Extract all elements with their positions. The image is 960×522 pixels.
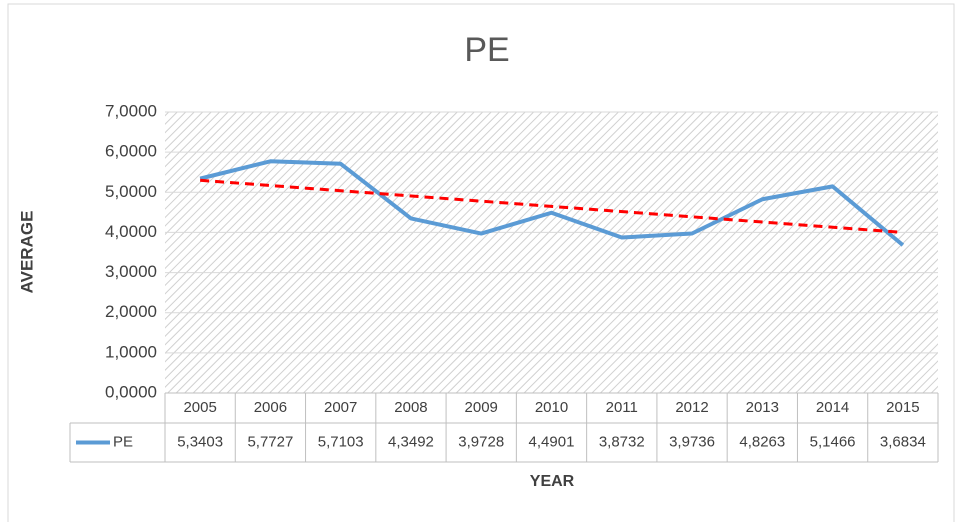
y-tick-label: 4,0000 [105, 222, 157, 241]
x-tick-label: 2006 [254, 399, 287, 416]
legend-label: PE [113, 433, 133, 450]
data-table-value: 4,4901 [529, 433, 575, 450]
data-table-value: 4,8263 [739, 433, 785, 450]
y-tick-label: 7,0000 [105, 101, 157, 120]
data-table-value: 5,7103 [318, 433, 364, 450]
y-tick-label: 1,0000 [105, 342, 157, 361]
data-table-value: 3,8732 [599, 433, 645, 450]
data-table-value: 3,9728 [458, 433, 504, 450]
x-tick-label: 2012 [675, 399, 708, 416]
x-axis-label: YEAR [530, 473, 575, 490]
plot-area [165, 112, 938, 393]
x-tick-label: 2009 [465, 399, 498, 416]
x-tick-label: 2013 [746, 399, 779, 416]
x-tick-label: 2005 [183, 399, 216, 416]
data-table-value: 5,7727 [247, 433, 293, 450]
x-tick-label: 2011 [606, 399, 638, 416]
data-table-value: 5,1466 [810, 433, 856, 450]
y-tick-label: 2,0000 [105, 302, 157, 321]
data-table-value: 4,3492 [388, 433, 434, 450]
x-tick-label: 2014 [816, 399, 849, 416]
y-tick-label: 0,0000 [105, 382, 157, 401]
y-axis-label: AVERAGE [17, 211, 36, 294]
chart-title: PE [464, 31, 509, 69]
y-tick-label: 3,0000 [105, 262, 157, 281]
trend-line [200, 178, 903, 234]
data-table-value: 5,3403 [177, 433, 223, 450]
y-tick-label: 5,0000 [105, 182, 157, 201]
x-tick-label: 2008 [394, 399, 427, 416]
data-table-value: 3,6834 [880, 433, 926, 450]
x-tick-label: 2010 [535, 399, 568, 416]
y-tick-label: 6,0000 [105, 142, 157, 161]
x-tick-label: 2007 [324, 399, 357, 416]
data-table-value: 3,9736 [669, 433, 715, 450]
data-line [199, 159, 905, 247]
x-tick-label: 2015 [886, 399, 919, 416]
